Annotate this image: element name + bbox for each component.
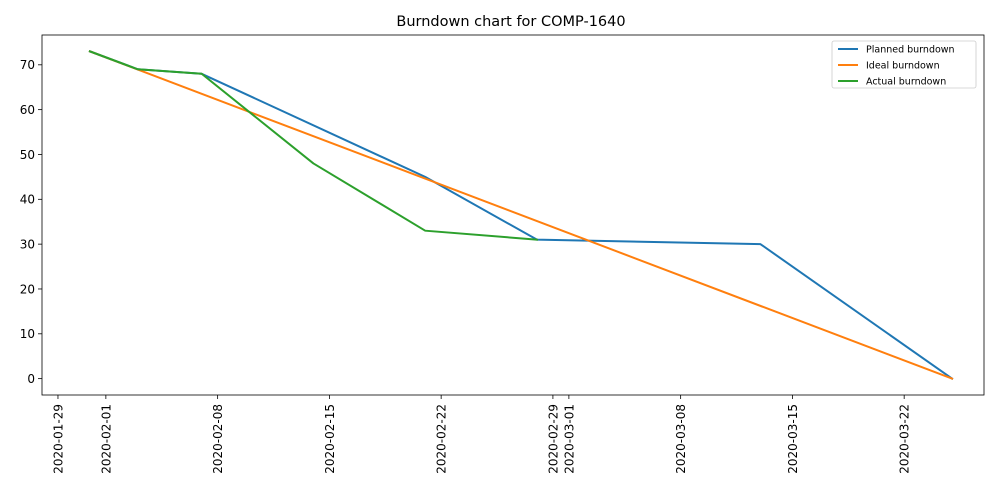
legend: Planned burndown Ideal burndown Actual bur…	[831, 40, 977, 89]
legend-box	[831, 40, 977, 89]
y-tick-label: 70	[20, 58, 35, 72]
x-tick-label: 2020-02-29	[546, 404, 560, 474]
y-tick-label: 10	[20, 327, 35, 341]
x-tick-label: 2020-03-01	[562, 404, 576, 474]
legend-label-0: Planned burndown	[866, 45, 955, 56]
x-tick-label: 2020-03-08	[674, 404, 688, 474]
y-tick-label: 60	[20, 103, 35, 117]
axes-frame	[41, 34, 985, 396]
x-tick-label: 2020-03-22	[898, 404, 912, 474]
x-tick-label: 2020-01-29	[51, 404, 65, 474]
y-tick-label: 30	[20, 237, 35, 251]
series-line-2	[88, 50, 539, 241]
y-tick-label: 40	[20, 193, 35, 207]
x-tick-label: 2020-02-01	[99, 404, 113, 474]
legend-label-2: Actual burndown	[866, 77, 946, 88]
x-tick-label: 2020-03-15	[786, 404, 800, 474]
series-line-1	[88, 50, 954, 380]
y-tick-label: 0	[27, 372, 35, 386]
x-tick-label: 2020-02-08	[211, 404, 225, 474]
y-tick-label: 20	[20, 282, 35, 296]
plot-area	[88, 50, 954, 381]
x-tick-label: 2020-02-22	[435, 404, 449, 474]
y-tick-label: 50	[20, 148, 35, 162]
x-tick-label: 2020-02-15	[323, 404, 337, 474]
legend-label-1: Ideal burndown	[866, 61, 940, 72]
axes: 0 10 20 30 40 50 60 70 2020-01-29 2020-02-01 2020-…	[20, 34, 985, 474]
chart-title: Burndown chart for COMP-1640	[396, 14, 625, 30]
